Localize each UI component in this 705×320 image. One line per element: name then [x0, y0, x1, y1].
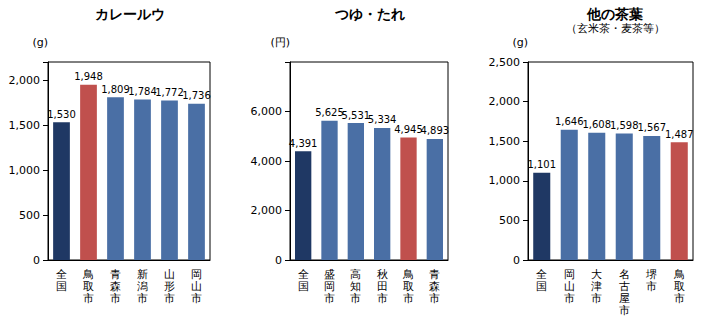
- svg-text:1,567: 1,567: [637, 122, 666, 133]
- svg-text:2,000: 2,000: [9, 74, 41, 87]
- svg-text:国: 国: [298, 280, 309, 293]
- svg-text:市: 市: [191, 292, 202, 305]
- svg-text:4,893: 4,893: [421, 125, 450, 136]
- svg-text:市: 市: [619, 304, 630, 317]
- svg-text:1,500: 1,500: [9, 119, 41, 132]
- svg-text:高: 高: [350, 267, 362, 281]
- svg-text:形: 形: [164, 279, 175, 293]
- svg-text:市: 市: [674, 292, 685, 305]
- svg-text:1,809: 1,809: [101, 84, 130, 95]
- svg-text:大: 大: [591, 267, 603, 281]
- svg-text:鳥: 鳥: [403, 267, 414, 281]
- svg-text:市: 市: [137, 292, 148, 305]
- svg-text:1,598: 1,598: [610, 120, 639, 131]
- svg-text:5,334: 5,334: [368, 114, 397, 125]
- svg-text:1,530: 1,530: [47, 109, 76, 120]
- svg-text:1,101: 1,101: [527, 159, 556, 170]
- svg-text:市: 市: [324, 292, 335, 305]
- svg-text:1,948: 1,948: [74, 71, 103, 82]
- svg-text:古: 古: [618, 279, 630, 293]
- svg-text:(g): (g): [512, 36, 528, 49]
- svg-text:市: 市: [429, 292, 440, 305]
- svg-text:青: 青: [110, 267, 121, 281]
- svg-text:岡: 岡: [191, 267, 202, 281]
- svg-text:500: 500: [499, 214, 520, 227]
- svg-text:1,646: 1,646: [555, 116, 584, 127]
- svg-text:森: 森: [429, 279, 441, 293]
- svg-text:国: 国: [536, 280, 547, 293]
- svg-text:鳥: 鳥: [83, 267, 94, 281]
- svg-text:2,500: 2,500: [489, 56, 521, 69]
- svg-text:1,487: 1,487: [665, 129, 694, 140]
- svg-text:山: 山: [191, 279, 202, 293]
- svg-text:1,772: 1,772: [155, 87, 184, 98]
- svg-text:500: 500: [19, 209, 40, 222]
- svg-text:新: 新: [137, 267, 148, 281]
- svg-text:(円): (円): [270, 36, 290, 49]
- svg-text:田: 田: [376, 279, 388, 293]
- svg-text:取: 取: [403, 279, 414, 293]
- svg-text:1,736: 1,736: [182, 90, 211, 101]
- svg-text:津: 津: [591, 279, 603, 293]
- svg-text:つゆ・たれ: つゆ・たれ: [334, 6, 405, 22]
- svg-text:カレールウ: カレールウ: [95, 6, 165, 22]
- svg-text:（玄米茶・麦茶等）: （玄米茶・麦茶等）: [566, 22, 665, 35]
- svg-text:秋: 秋: [376, 267, 388, 281]
- svg-text:1,784: 1,784: [128, 86, 157, 97]
- svg-text:全: 全: [297, 267, 309, 281]
- svg-text:青: 青: [429, 267, 441, 281]
- svg-text:屋: 屋: [618, 291, 630, 305]
- svg-text:市: 市: [591, 292, 602, 305]
- svg-text:潟: 潟: [137, 279, 148, 293]
- svg-text:山: 山: [164, 267, 175, 281]
- svg-text:取: 取: [673, 279, 685, 293]
- svg-text:山: 山: [563, 279, 575, 293]
- svg-text:0: 0: [513, 254, 520, 267]
- svg-text:鳥: 鳥: [673, 267, 685, 281]
- svg-text:2,000: 2,000: [489, 95, 521, 108]
- svg-text:森: 森: [110, 279, 121, 293]
- svg-text:市: 市: [164, 292, 175, 305]
- svg-text:市: 市: [403, 292, 414, 305]
- svg-text:取: 取: [83, 279, 94, 293]
- svg-text:1,000: 1,000: [489, 174, 521, 187]
- svg-text:市: 市: [83, 292, 94, 305]
- svg-text:市: 市: [350, 292, 361, 305]
- svg-text:全: 全: [56, 267, 67, 281]
- svg-text:堺: 堺: [646, 267, 658, 281]
- svg-text:(g): (g): [32, 36, 48, 49]
- svg-text:1,500: 1,500: [489, 135, 521, 148]
- svg-text:岡: 岡: [563, 267, 575, 281]
- svg-text:全: 全: [536, 267, 548, 281]
- svg-text:4,391: 4,391: [289, 138, 318, 149]
- svg-text:国: 国: [56, 280, 67, 293]
- svg-text:他の茶葉: 他の茶葉: [586, 6, 643, 22]
- svg-text:2,000: 2,000: [251, 204, 283, 217]
- svg-text:0: 0: [275, 254, 282, 267]
- svg-text:市: 市: [564, 292, 575, 305]
- svg-text:名: 名: [618, 267, 630, 281]
- svg-text:0: 0: [33, 254, 40, 267]
- svg-text:5,625: 5,625: [315, 107, 344, 118]
- svg-text:知: 知: [350, 279, 362, 293]
- svg-text:市: 市: [646, 280, 657, 293]
- svg-text:盛: 盛: [324, 267, 335, 281]
- svg-text:4,000: 4,000: [251, 155, 283, 168]
- svg-text:1,608: 1,608: [582, 119, 611, 130]
- svg-text:4,945: 4,945: [394, 124, 423, 135]
- svg-text:6,000: 6,000: [251, 105, 283, 118]
- svg-text:市: 市: [110, 292, 121, 305]
- svg-text:岡: 岡: [324, 279, 335, 293]
- svg-text:市: 市: [377, 292, 388, 305]
- svg-text:1,000: 1,000: [9, 164, 41, 177]
- svg-text:5,531: 5,531: [342, 110, 371, 121]
